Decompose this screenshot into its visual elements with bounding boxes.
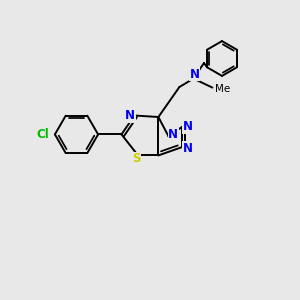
Text: S: S xyxy=(132,152,141,166)
Text: N: N xyxy=(168,128,178,142)
Text: N: N xyxy=(125,109,135,122)
Text: N: N xyxy=(183,120,193,133)
Text: N: N xyxy=(189,68,200,81)
Text: Cl: Cl xyxy=(36,128,49,141)
Text: N: N xyxy=(183,142,193,155)
Text: Me: Me xyxy=(215,84,230,94)
